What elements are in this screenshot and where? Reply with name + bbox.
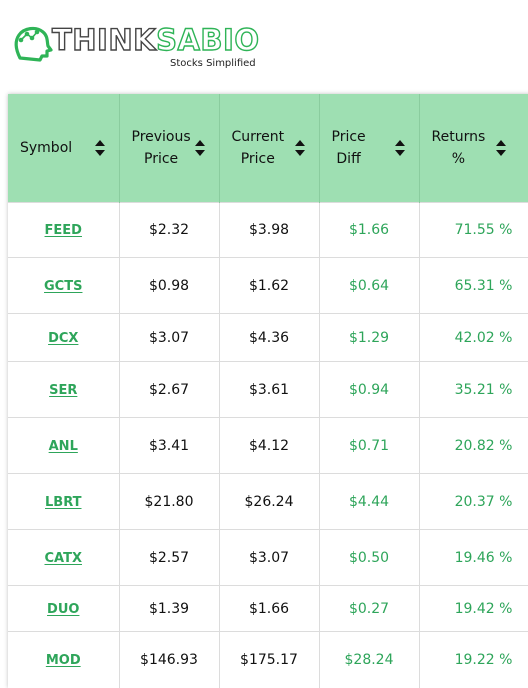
- table-row: ANL $3.41 $4.12 $0.71 20.82 %: [8, 417, 528, 474]
- column-header-price-diff[interactable]: Price Diff: [319, 94, 420, 203]
- current-price-cell: $3.07: [219, 529, 320, 586]
- previous-price-cell: $2.32: [119, 202, 220, 258]
- table-row: FEED $2.32 $3.98 $1.66 71.55 %: [8, 202, 528, 258]
- price-diff-cell: $0.64: [319, 257, 420, 314]
- price-diff-cell: $4.44: [319, 473, 420, 530]
- table-row: DCX $3.07 $4.36 $1.29 42.02 %: [8, 313, 528, 362]
- price-diff-cell: $0.27: [319, 585, 420, 632]
- previous-price-cell: $3.07: [119, 313, 220, 362]
- previous-price-cell: $21.80: [119, 473, 220, 530]
- returns-cell: 35.21 %: [419, 361, 528, 418]
- current-price-cell: $3.61: [219, 361, 320, 418]
- previous-price-cell: $2.57: [119, 529, 220, 586]
- column-header-returns[interactable]: Returns %: [419, 94, 528, 203]
- stocks-table: Symbol Previous Price: [8, 94, 528, 688]
- symbol-cell: GCTS: [8, 257, 120, 314]
- symbol-link[interactable]: MOD: [45, 652, 81, 668]
- returns-cell: 19.22 %: [419, 631, 528, 688]
- column-header-label: Returns: [431, 129, 486, 145]
- current-price-cell: $3.98: [219, 202, 320, 258]
- price-diff-cell: $0.71: [319, 417, 420, 474]
- sort-icon[interactable]: [94, 138, 106, 158]
- symbol-cell: SER: [8, 361, 120, 418]
- column-header-label: Symbol: [20, 140, 73, 156]
- brand-wordmark[interactable]: THINKSABIO: [51, 23, 260, 57]
- previous-price-cell: $0.98: [119, 257, 220, 314]
- current-price-cell: $4.36: [219, 313, 320, 362]
- price-diff-cell: $28.24: [319, 631, 420, 688]
- column-header-label: Price: [144, 151, 179, 167]
- previous-price-cell: $3.41: [119, 417, 220, 474]
- table-row: GCTS $0.98 $1.62 $0.64 65.31 %: [8, 257, 528, 314]
- column-header-label: Previous: [131, 129, 191, 145]
- returns-cell: 42.02 %: [419, 313, 528, 362]
- symbol-link[interactable]: ANL: [48, 438, 78, 454]
- current-price-cell: $1.66: [219, 585, 320, 632]
- symbol-cell: ANL: [8, 417, 120, 474]
- column-header-label: Price: [331, 129, 366, 145]
- symbol-link[interactable]: CATX: [44, 550, 82, 566]
- current-price-cell: $4.12: [219, 417, 320, 474]
- price-diff-cell: $1.29: [319, 313, 420, 362]
- returns-cell: 65.31 %: [419, 257, 528, 314]
- returns-cell: 20.82 %: [419, 417, 528, 474]
- symbol-cell: DCX: [8, 313, 120, 362]
- sort-icon[interactable]: [495, 138, 507, 158]
- column-header-symbol[interactable]: Symbol: [8, 94, 120, 203]
- previous-price-cell: $1.39: [119, 585, 220, 632]
- previous-price-cell: $2.67: [119, 361, 220, 418]
- symbol-cell: FEED: [8, 202, 120, 258]
- price-diff-cell: $1.66: [319, 202, 420, 258]
- column-header-label: Diff: [336, 151, 361, 167]
- symbol-cell: LBRT: [8, 473, 120, 530]
- brand-sabio: SABIO: [155, 23, 260, 57]
- column-header-previous-price[interactable]: Previous Price: [119, 94, 220, 203]
- table-row: LBRT $21.80 $26.24 $4.44 20.37 %: [8, 473, 528, 530]
- returns-cell: 71.55 %: [419, 202, 528, 258]
- symbol-link[interactable]: LBRT: [45, 494, 82, 510]
- sort-icon[interactable]: [394, 138, 406, 158]
- symbol-link[interactable]: DUO: [47, 601, 80, 617]
- price-diff-cell: $0.50: [319, 529, 420, 586]
- brain-head-logo-icon[interactable]: [10, 22, 54, 70]
- returns-cell: 19.42 %: [419, 585, 528, 632]
- stocks-table-container: Symbol Previous Price: [8, 94, 528, 688]
- table-header-row: Symbol Previous Price: [8, 94, 528, 203]
- column-header-label: Price: [240, 151, 275, 167]
- symbol-link[interactable]: DCX: [48, 330, 79, 346]
- symbol-cell: CATX: [8, 529, 120, 586]
- symbol-link[interactable]: GCTS: [44, 278, 83, 294]
- column-header-label: %: [451, 151, 466, 167]
- current-price-cell: $1.62: [219, 257, 320, 314]
- sort-icon[interactable]: [294, 138, 306, 158]
- table-row: MOD $146.93 $175.17 $28.24 19.22 %: [8, 631, 528, 688]
- symbol-cell: MOD: [8, 631, 120, 688]
- sort-icon[interactable]: [194, 138, 206, 158]
- symbol-link[interactable]: SER: [49, 382, 78, 398]
- column-header-label: Current: [231, 129, 285, 145]
- column-header-current-price[interactable]: Current Price: [219, 94, 320, 203]
- site-header: THINKSABIO Stocks Simplified: [0, 0, 528, 94]
- returns-cell: 19.46 %: [419, 529, 528, 586]
- symbol-cell: DUO: [8, 585, 120, 632]
- brand-tagline: Stocks Simplified: [170, 58, 256, 69]
- previous-price-cell: $146.93: [119, 631, 220, 688]
- returns-cell: 20.37 %: [419, 473, 528, 530]
- current-price-cell: $26.24: [219, 473, 320, 530]
- current-price-cell: $175.17: [219, 631, 320, 688]
- price-diff-cell: $0.94: [319, 361, 420, 418]
- symbol-link[interactable]: FEED: [44, 223, 82, 238]
- table-row: DUO $1.39 $1.66 $0.27 19.42 %: [8, 585, 528, 632]
- table-row: SER $2.67 $3.61 $0.94 35.21 %: [8, 361, 528, 418]
- brand-think: THINK: [51, 23, 157, 57]
- table-row: CATX $2.57 $3.07 $0.50 19.46 %: [8, 529, 528, 586]
